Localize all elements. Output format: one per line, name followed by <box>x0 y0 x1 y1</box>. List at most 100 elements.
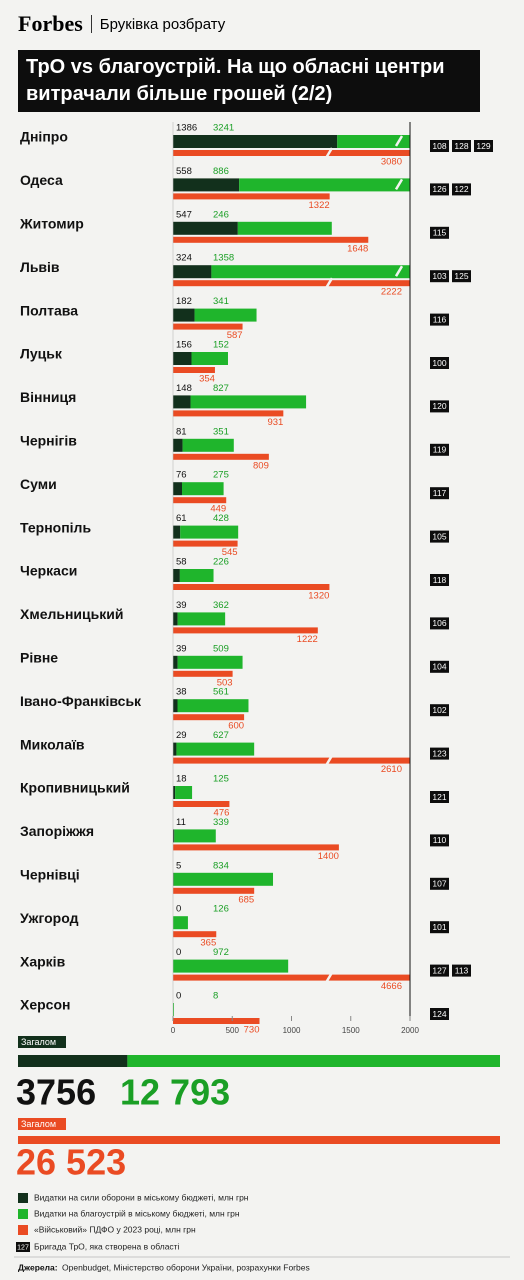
brigade-label: 122 <box>454 184 468 194</box>
bar-pdfo <box>173 1018 260 1024</box>
break-mark <box>394 135 404 147</box>
x-tick-label: 1000 <box>283 1026 301 1035</box>
value-label-pdfo: 3080 <box>381 157 402 168</box>
brigade-label: 119 <box>433 445 447 455</box>
x-tick-label: 0 <box>171 1026 176 1035</box>
value-label-defense: 39 <box>176 643 187 654</box>
value-label-improvement: 275 <box>213 470 229 481</box>
brigade-box <box>430 574 449 586</box>
bar-improvement <box>179 569 214 582</box>
bar-pdfo <box>173 584 330 590</box>
value-label-improvement: 8 <box>213 991 218 1002</box>
bar-pdfo <box>173 931 217 938</box>
legend-brigade-label: Бригада ТрО, яка створена в області <box>34 1241 180 1251</box>
chart-title: ТрО vs благоустрій. На що обласні центри… <box>18 50 480 112</box>
category-label: Луцьк <box>20 346 63 362</box>
category-label: Рівне <box>20 650 58 666</box>
total-tag-label: Загалом <box>21 1119 56 1129</box>
brigade-box <box>430 313 449 326</box>
brigade-label: 104 <box>432 662 446 672</box>
total-value: 26 523 <box>16 1142 126 1183</box>
value-label-improvement: 341 <box>213 296 229 307</box>
value-label-defense: 76 <box>176 470 187 481</box>
source-text: Openbudget, Міністерство оборони України… <box>62 1262 310 1272</box>
bar-pdfo <box>173 627 318 634</box>
value-label-defense: 39 <box>176 600 187 611</box>
bar-pdfo <box>173 323 243 330</box>
brigade-box <box>430 617 449 630</box>
brigade-box <box>452 964 471 977</box>
legend-swatch <box>18 1225 28 1235</box>
x-tick-label: 2000 <box>401 1026 419 1035</box>
value-label-improvement: 834 <box>213 860 229 871</box>
bar-pdfo <box>173 844 339 851</box>
bar-improvement <box>177 699 249 713</box>
brigade-box <box>430 964 449 977</box>
value-label-defense: 1386 <box>176 123 197 134</box>
category-label: Харків <box>20 953 66 969</box>
bar-improvement <box>175 786 193 799</box>
value-label-pdfo: 730 <box>244 1025 260 1036</box>
bar-defense <box>173 352 192 365</box>
bar-pdfo <box>173 280 410 287</box>
brigade-label: 124 <box>432 1009 446 1019</box>
bar-defense <box>173 569 180 582</box>
value-label-pdfo: 2610 <box>381 764 402 775</box>
brigade-box <box>452 140 471 152</box>
value-label-pdfo: 4666 <box>381 981 402 992</box>
brigade-label: 121 <box>432 792 446 802</box>
value-label-improvement: 126 <box>213 904 229 915</box>
category-label: Херсон <box>20 997 70 1013</box>
bar-defense <box>173 699 178 713</box>
bar-improvement <box>191 352 228 365</box>
x-tick-label: 1500 <box>342 1026 360 1035</box>
category-label: Дніпро <box>20 129 68 145</box>
value-label-defense: 148 <box>176 383 192 394</box>
brigade-box <box>430 357 449 369</box>
bar-pdfo <box>173 453 269 460</box>
category-label: Львів <box>20 259 60 275</box>
value-label-defense: 61 <box>176 513 187 524</box>
value-label-pdfo: 2222 <box>381 287 402 298</box>
bar-pdfo <box>173 714 245 721</box>
bar-pdfo <box>173 887 255 894</box>
category-label: Одеса <box>20 172 63 188</box>
brigade-box <box>430 183 449 196</box>
value-label-improvement: 351 <box>213 426 229 437</box>
brigade-box <box>430 487 449 500</box>
bar-defense <box>173 438 183 452</box>
value-label-defense: 0 <box>176 904 181 915</box>
brigade-label: 108 <box>432 141 446 151</box>
brigade-label: 123 <box>432 748 446 758</box>
value-label-pdfo: 449 <box>210 504 226 515</box>
brigade-box <box>430 834 449 847</box>
bar-pdfo <box>173 801 230 807</box>
brigade-label: 117 <box>433 488 447 498</box>
category-label: Миколаїв <box>20 736 85 752</box>
brigade-box <box>430 226 449 239</box>
value-label-pdfo: 1222 <box>297 634 318 645</box>
value-label-pdfo: 587 <box>227 330 243 341</box>
bar-improvement <box>190 395 307 409</box>
value-label-defense: 81 <box>176 426 187 437</box>
bar-pdfo <box>173 367 215 373</box>
value-label-improvement: 246 <box>213 209 229 220</box>
value-label-improvement: 561 <box>213 687 229 698</box>
brigade-label: 128 <box>454 141 468 151</box>
brigade-label: 101 <box>432 922 446 932</box>
bar-improvement <box>174 829 216 843</box>
value-label-defense: 0 <box>176 991 181 1002</box>
bar-improvement <box>237 221 332 235</box>
bar-defense <box>173 525 181 539</box>
total-value: 3756 <box>16 1072 96 1113</box>
brigade-label: 107 <box>432 879 446 889</box>
value-label-pdfo: 365 <box>200 938 216 949</box>
section: Бруківка розбрату <box>99 15 226 33</box>
bar-defense <box>173 135 338 148</box>
value-label-pdfo: 1320 <box>308 591 329 602</box>
bar-improvement <box>177 655 243 669</box>
brigade-box <box>474 140 493 152</box>
value-label-pdfo: 1322 <box>309 200 330 211</box>
break-mark <box>394 178 404 191</box>
